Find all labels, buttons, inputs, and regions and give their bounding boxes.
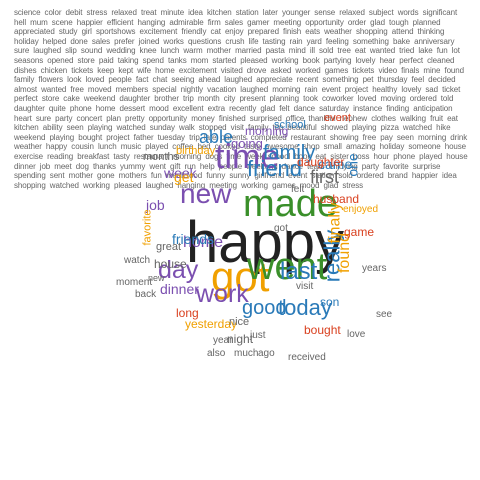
word-enjoyed: enjoyed <box>343 204 379 215</box>
word-going: going <box>231 136 263 151</box>
word-nice: nice <box>229 316 250 328</box>
word-bought: bought <box>304 323 341 337</box>
word-home: home <box>183 234 224 251</box>
word-able: able <box>199 127 234 147</box>
word-house: house <box>154 257 187 271</box>
word-love: love <box>347 329 366 340</box>
word-time: time <box>215 138 280 176</box>
word-last: last <box>280 258 318 285</box>
filler-text-layer: science color debit stress relaxed treat… <box>14 8 470 468</box>
word-much: much <box>234 348 259 359</box>
word-day: day <box>158 256 199 284</box>
word-back: back <box>135 289 157 300</box>
word-received: received <box>288 352 326 363</box>
word-great: great <box>156 241 182 253</box>
word-husband: husband <box>313 192 360 206</box>
word-got-small: got <box>274 223 288 234</box>
word-job: job <box>146 197 165 213</box>
word-watch: watch <box>124 255 151 266</box>
word-good: good <box>242 297 287 319</box>
word-dinner: dinner <box>160 281 199 297</box>
word-months: months <box>143 151 180 163</box>
word-finally: finally <box>326 202 344 244</box>
word-friend: friend <box>247 156 303 181</box>
word-happy: happy <box>186 210 345 275</box>
word-came: came <box>318 156 353 172</box>
word-got: got <box>211 253 270 300</box>
word-night: night <box>227 332 254 346</box>
word-favorite: favorite <box>141 209 154 246</box>
word-see: see <box>376 309 393 320</box>
word-years: years <box>362 263 387 274</box>
word-week: week <box>164 165 197 181</box>
word-daughter: daughter <box>297 155 345 169</box>
word-year: year <box>213 335 233 346</box>
word-morning: morning <box>245 124 289 138</box>
word-today: today <box>278 295 332 320</box>
word-work: work <box>196 280 249 308</box>
word-event: event <box>324 112 351 124</box>
word-just: just <box>250 330 266 341</box>
word-yesterday: yesterday <box>185 317 238 331</box>
word-family: family <box>263 142 316 164</box>
word-long: long <box>176 306 199 320</box>
word-new-small: new <box>148 273 165 283</box>
word-birthday: birthday <box>176 145 216 157</box>
word-get: get <box>174 169 194 185</box>
word-friends: friends <box>172 231 215 247</box>
word-moment: moment <box>116 277 153 288</box>
word-first: first <box>310 167 339 187</box>
word-felt: felt <box>291 184 305 195</box>
word-school: school <box>274 119 306 131</box>
word-also: also <box>207 348 226 359</box>
word-visit: visit <box>296 281 314 292</box>
word-ago: ago <box>258 348 275 359</box>
word-game: game <box>344 225 375 239</box>
filler-text: science color debit stress relaxed treat… <box>14 8 468 190</box>
word-went: went <box>247 246 328 288</box>
word-made: made <box>243 183 339 225</box>
word-new: new <box>180 178 232 209</box>
word-son: son <box>320 295 340 309</box>
